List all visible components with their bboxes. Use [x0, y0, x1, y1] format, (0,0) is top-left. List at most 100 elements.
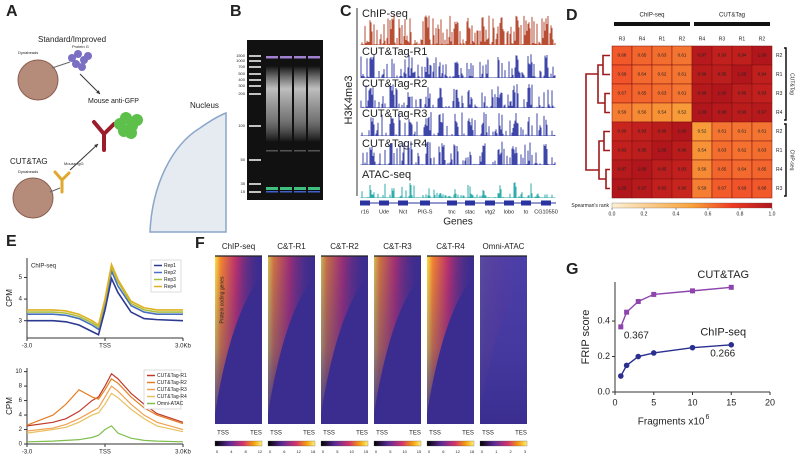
ladder-label: 1000 — [236, 58, 246, 63]
x-tick-label: 5 — [651, 397, 656, 407]
cell-label: 0.93 — [718, 53, 727, 58]
column-label: R3 — [619, 36, 626, 42]
x-tick-label: TES — [356, 431, 368, 437]
heatmap-fade — [374, 256, 421, 424]
x-tick-label: TSS — [217, 431, 229, 437]
cell-label: 1.00 — [698, 110, 707, 115]
x-tick-label: TSS — [323, 431, 335, 437]
cell-label: 0.65 — [638, 53, 647, 58]
gene — [398, 200, 408, 206]
track-label: CUT&Tag-R2 — [362, 78, 427, 90]
colorbar-tick-label: 2 — [510, 449, 513, 454]
label: CUT&TAG — [10, 157, 48, 166]
colorbar — [267, 440, 316, 447]
marker-band — [266, 191, 278, 193]
colorbar-label: Spearman's rank — [571, 203, 609, 209]
colorbar — [320, 440, 369, 447]
colorbar-tick-label: 0.0 — [609, 211, 616, 217]
faint-band — [280, 150, 292, 152]
axis-label: H3K4me3 — [343, 76, 355, 125]
y-tick-label: 0.4 — [597, 315, 610, 325]
marker-band — [280, 191, 292, 193]
cell-label: 0.59 — [698, 186, 707, 191]
cell-label: 0.96 — [738, 110, 747, 115]
ladder-band — [249, 73, 261, 75]
series-line — [26, 425, 184, 443]
data-point — [635, 353, 642, 360]
series-line — [26, 392, 184, 434]
y-axis-label: FRIP score — [580, 310, 592, 365]
colorbar-tick-label: 1 — [495, 449, 498, 454]
x-tick-label: TSS — [429, 431, 441, 437]
data-point — [618, 324, 624, 330]
faint-band — [308, 150, 320, 152]
cell-label: 0.67 — [618, 91, 627, 96]
cell-label: 0.65 — [758, 167, 767, 172]
ladder-band — [249, 191, 261, 193]
colorbar-tick-label: 15 — [417, 449, 422, 454]
row-label: R2 — [776, 129, 783, 135]
y-tick-label: 0.2 — [597, 351, 610, 361]
group-bar — [614, 22, 690, 26]
heatmap-fade — [427, 256, 474, 424]
data-point — [635, 299, 641, 305]
ladder-label: 400 — [238, 77, 245, 82]
legend-label: CUT&Tag-R1 — [157, 373, 187, 379]
colorbar-tick-label: 10 — [402, 449, 407, 454]
ladder-band — [249, 93, 261, 95]
cell-label: 0.97 — [758, 110, 767, 115]
cell-label: 1.00 — [718, 91, 727, 96]
y-tick-label: 0 — [19, 442, 23, 448]
cell-label: 0.96 — [658, 129, 667, 134]
colorbar-tick-label: 10 — [349, 449, 354, 454]
ladder-band — [249, 159, 261, 161]
series-label: CUT&TAG — [697, 269, 749, 281]
colorbar — [479, 440, 528, 447]
panel-letter: G — [566, 261, 578, 278]
value-label: 0.367 — [624, 331, 649, 342]
gene — [360, 200, 370, 206]
arrow — [69, 143, 99, 171]
x-tick-label: -3.0 — [22, 344, 33, 350]
gene — [485, 200, 495, 206]
cell-label: 0.98 — [698, 91, 707, 96]
y-tick-label: 6 — [19, 398, 23, 404]
x-tick-label: 10 — [687, 397, 697, 407]
heatmap-title: Omni-ATAC — [483, 242, 525, 251]
nucleus — [149, 111, 227, 233]
smear — [266, 66, 278, 142]
smear — [294, 66, 306, 142]
column-label: R1 — [739, 36, 746, 42]
cell-label: 0.95 — [718, 72, 727, 77]
signal-track — [360, 15, 556, 45]
cell-label: 0.96 — [698, 72, 707, 77]
cell-label: 0.61 — [718, 129, 727, 134]
panel-letter: D — [566, 7, 578, 24]
group-label: ChIP-seq — [639, 13, 664, 19]
row-label: R3 — [776, 186, 783, 192]
cell-label: 0.90 — [678, 186, 687, 191]
panel-letter: B — [230, 3, 242, 20]
ladder-band — [249, 60, 261, 62]
column-label: R2 — [759, 36, 766, 42]
colorbar-tick-label: 6 — [283, 449, 286, 454]
track-label: CUT&Tag-R3 — [362, 108, 427, 120]
column-label: R1 — [659, 36, 666, 42]
gene-label: vtg2 — [485, 209, 495, 215]
cell-label: 0.62 — [658, 72, 667, 77]
colorbar-tick-label: 18 — [470, 449, 475, 454]
y-tick-label: 2 — [19, 427, 23, 433]
x-tick-label: TSS — [99, 344, 111, 350]
cell-label: 1.00 — [678, 129, 687, 134]
label: Dynabeads — [18, 50, 38, 55]
cell-label: 0.63 — [658, 53, 667, 58]
protein-g — [78, 63, 86, 71]
arrow-head — [94, 144, 98, 148]
cell-label: 0.93 — [678, 167, 687, 172]
cell-label: 0.97 — [638, 186, 647, 191]
cell-label: 0.61 — [758, 129, 767, 134]
heatmap-cell — [751, 178, 773, 199]
cell-label: 0.95 — [738, 91, 747, 96]
series-label: ChIP-seq — [700, 327, 746, 339]
marker-band — [308, 56, 320, 59]
